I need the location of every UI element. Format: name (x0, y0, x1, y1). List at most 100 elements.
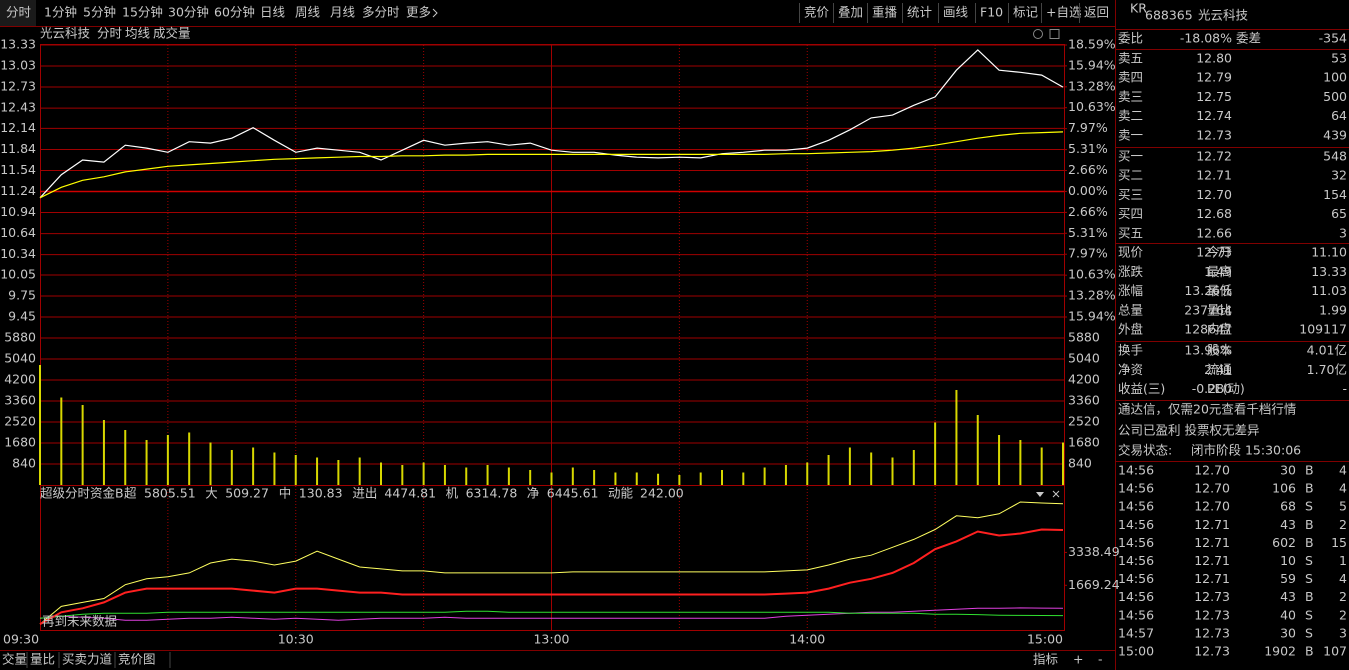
level-price: 12.72 (1196, 149, 1232, 164)
volume-bar (699, 472, 702, 485)
level-volume: 64 (1331, 108, 1347, 123)
legend-value: 6314.78 (466, 486, 518, 501)
quote-tag: KR (1130, 1, 1147, 16)
volume-bar (934, 422, 937, 485)
stat-value: 237764 (1184, 302, 1232, 317)
volume-bar (401, 465, 404, 485)
trade-price: 12.71 (1194, 571, 1230, 586)
trade-volume: 1902 (1264, 644, 1296, 659)
trade-count: 4 (1339, 463, 1347, 478)
toolbar-tab[interactable]: 5分钟 (83, 5, 116, 20)
y2-tick-label: 15.94% (1068, 309, 1116, 324)
level-volume: 100 (1323, 70, 1347, 85)
toolbar-button[interactable]: 画线 (943, 5, 969, 20)
trade-volume: 43 (1280, 589, 1296, 604)
y2-tick-label: 15.94% (1068, 57, 1116, 72)
legend-entry: 超 (124, 486, 137, 501)
trade-side: S (1305, 607, 1313, 622)
volume-bar (550, 472, 553, 485)
toolbar-button[interactable]: 竞价 (804, 5, 830, 20)
trade-volume: 602 (1272, 535, 1296, 550)
toolbar-tab[interactable]: 15分钟 (122, 5, 163, 20)
toolbar-tab[interactable]: 月线 (330, 5, 356, 20)
toolbar-button[interactable]: 标记 (1013, 5, 1039, 20)
stat-value: 1.70亿 (1307, 362, 1347, 377)
bottom-tab[interactable]: 量比 (30, 652, 55, 667)
x-tick-label: 14:00 (789, 632, 825, 647)
y2-tick-label: 2.66% (1068, 204, 1108, 219)
x-tick-label: 13:00 (533, 632, 569, 647)
toolbar-tab[interactable]: 60分钟 (214, 5, 255, 20)
toolbar-tab[interactable]: 日线 (260, 5, 286, 20)
y-tick-label: 10.34 (0, 246, 36, 261)
toolbar-button[interactable]: 统计 (907, 5, 932, 20)
status-value: 闭市阶段 15:30:06 (1191, 443, 1301, 458)
level-volume: 65 (1331, 206, 1347, 221)
toolbar-tab[interactable]: 分时 (6, 5, 32, 20)
legend-entry: 机 (446, 486, 459, 501)
legend-entry: 中 (279, 486, 292, 501)
stat-label: 股本 (1207, 343, 1233, 358)
volume-bar (806, 462, 809, 485)
volume-bar (39, 365, 41, 485)
toolbar-button[interactable]: 重播 (872, 5, 898, 20)
level-label: 买二 (1118, 168, 1143, 183)
y2-tick-label: 10.63% (1068, 99, 1116, 114)
toolbar-button[interactable]: +自选 (1046, 5, 1082, 20)
y2-tick-label: 4200 (1068, 372, 1100, 387)
level-label: 卖二 (1118, 108, 1143, 123)
legend-entry: 进出 (352, 486, 377, 501)
level-price: 12.70 (1196, 187, 1232, 202)
quote-name: 光云科技 (1198, 8, 1249, 23)
y-tick-label: 11.54 (0, 162, 36, 177)
legend-value: 509.27 (225, 486, 269, 501)
toolbar-tab[interactable]: 多分时 (362, 5, 400, 20)
volume-bar (507, 467, 510, 485)
legend-entry: 动能 (608, 486, 634, 501)
volume-bar (443, 465, 446, 485)
trade-volume: 30 (1280, 625, 1296, 640)
volume-bar (380, 462, 382, 485)
volume-bar (188, 432, 191, 485)
toolbar-tab[interactable]: 周线 (295, 5, 321, 20)
toolbar-button[interactable]: F10 (980, 5, 1003, 20)
toolbar-button[interactable]: 返回 (1084, 5, 1109, 20)
level-label: 买一 (1118, 149, 1143, 164)
trade-side: S (1305, 553, 1313, 568)
volume-bar (912, 450, 915, 485)
bottom-tab[interactable]: 交量 (2, 652, 27, 667)
y-tick-label: 5040 (4, 351, 36, 366)
toolbar-tab[interactable]: 更多 (406, 5, 431, 20)
y2-tick-label: 10.63% (1068, 267, 1116, 282)
trade-time: 14:56 (1118, 553, 1154, 568)
volume-bar (422, 462, 425, 485)
legend-value: 6445.61 (547, 486, 599, 501)
y-tick-label: 11.84 (0, 141, 36, 156)
legend-entry: 均线 (125, 26, 151, 41)
toolbar-tab[interactable]: 30分钟 (168, 5, 209, 20)
toolbar-button[interactable]: 叠加 (838, 5, 863, 20)
volume-bar (486, 465, 489, 485)
collapse-icon (1036, 492, 1044, 497)
bottom-tab[interactable]: 竞价图 (118, 652, 156, 667)
volume-bar (529, 470, 532, 485)
level-label: 卖一 (1118, 127, 1143, 142)
stat-value: 1.49 (1204, 264, 1232, 279)
trade-price: 12.70 (1194, 481, 1230, 496)
stat-value: 109117 (1299, 322, 1347, 337)
bottom-button[interactable]: 指标 (1033, 652, 1058, 667)
volume-bar (166, 435, 169, 485)
bottom-tab[interactable]: 买卖力道 (62, 652, 113, 667)
legend-entry: 分时 (97, 26, 123, 41)
level-label: 卖五 (1118, 51, 1143, 66)
bottom-button[interactable]: + (1073, 652, 1083, 667)
trade-count: 2 (1339, 517, 1347, 532)
bottom-button[interactable]: - (1098, 652, 1103, 667)
trade-volume: 59 (1280, 571, 1296, 586)
trade-count: 2 (1339, 607, 1347, 622)
toolbar-tab[interactable]: 1分钟 (44, 5, 77, 20)
flow-frame (40, 485, 1065, 631)
window-icon (1049, 29, 1060, 39)
volume-bar (465, 467, 468, 485)
